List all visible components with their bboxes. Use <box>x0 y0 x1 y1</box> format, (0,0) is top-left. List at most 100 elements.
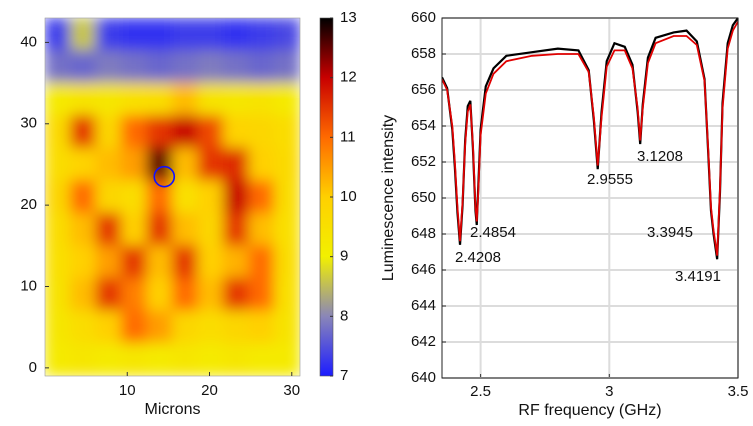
plot-lines <box>442 18 738 260</box>
heatmap-cell <box>248 18 275 52</box>
heatmap-cell <box>95 147 122 182</box>
peak-annotation: 3.4191 <box>675 268 721 285</box>
heatmap-cell <box>172 212 199 247</box>
heatmap-cell <box>197 147 224 182</box>
heatmap-cell <box>146 50 173 84</box>
heatmap-cell <box>274 245 300 279</box>
heatmap-cell <box>146 342 173 376</box>
y-tick-label: 656 <box>411 81 436 98</box>
heatmap-cell <box>197 115 224 149</box>
heatmap-cell <box>197 342 224 376</box>
heatmap-cell <box>95 180 122 214</box>
heatmap-cell <box>146 310 173 344</box>
heatmap-cell <box>223 115 250 149</box>
heatmap-cell <box>274 18 300 52</box>
heatmap-cell <box>95 277 122 312</box>
heatmap-cell <box>95 310 122 344</box>
heatmap-cell <box>274 147 300 182</box>
heatmap-cell <box>45 310 71 344</box>
heatmap-cell <box>223 277 250 312</box>
heatmap-cell <box>197 277 224 312</box>
colorbar-tick-label: 12 <box>340 69 357 86</box>
colorbar-tick-label: 8 <box>340 307 348 324</box>
heatmap-cell <box>223 245 250 279</box>
colorbar-tick-label: 13 <box>340 9 357 26</box>
heatmap-cell <box>70 18 97 52</box>
peak-annotation: 3.1208 <box>637 148 683 165</box>
heatmap-cell <box>223 180 250 214</box>
heatmap-cell <box>274 342 300 376</box>
x-axis-label: RF frequency (GHz) <box>518 402 661 419</box>
heatmap-cell <box>248 82 275 117</box>
heatmap-cell <box>45 50 71 84</box>
heatmap-cell <box>248 50 275 84</box>
heatmap-cell <box>274 310 300 344</box>
heatmap-cell <box>172 180 199 214</box>
heatmap-cell <box>70 310 97 344</box>
heatmap-cell <box>146 147 173 182</box>
marker-circle <box>153 165 176 188</box>
y-tick-label: 20 <box>20 196 37 213</box>
heatmap-cell <box>95 342 122 376</box>
heatmap-cell <box>70 342 97 376</box>
heatmap-cell <box>45 180 71 214</box>
x-tick-label: 2.5 <box>470 383 491 400</box>
y-tick-label: 652 <box>411 153 436 170</box>
heatmap-cell <box>197 310 224 344</box>
heatmap-cell <box>248 342 275 376</box>
heatmap-cell <box>70 115 97 149</box>
heatmap-cell <box>146 245 173 279</box>
heatmap-cell <box>197 82 224 117</box>
heatmap-cell <box>45 115 71 149</box>
heatmap-cell <box>121 245 148 279</box>
heatmap-cell <box>45 147 71 182</box>
heatmap-cell <box>248 212 275 247</box>
heatmap-cell <box>172 50 199 84</box>
peak-annotation: 3.3945 <box>647 224 693 241</box>
y-tick-label: 646 <box>411 261 436 278</box>
heatmap-cell <box>70 212 97 247</box>
heatmap-cell <box>223 50 250 84</box>
y-tick-label: 660 <box>411 9 436 26</box>
heatmap-cell <box>121 180 148 214</box>
heatmap-cell <box>223 82 250 117</box>
heatmap-cell <box>172 18 199 52</box>
heatmap-cell <box>172 115 199 149</box>
series-line <box>442 21 738 256</box>
heatmap-cell <box>95 18 122 52</box>
x-tick-label: 30 <box>283 382 300 399</box>
y-tick-label: 658 <box>411 45 436 62</box>
heatmap-cell <box>45 212 71 247</box>
colorbar-tick-label: 11 <box>340 128 356 145</box>
heatmap-cell <box>197 212 224 247</box>
heatmap-cell <box>70 277 97 312</box>
heatmap-cell <box>197 18 224 52</box>
peak-annotation: 2.4208 <box>455 249 501 266</box>
colorbar-tick-label: 7 <box>340 367 348 384</box>
heatmap-cell <box>274 212 300 247</box>
heatmap-cell <box>223 147 250 182</box>
heatmap-cell <box>248 245 275 279</box>
heatmap-cell <box>121 310 148 344</box>
heatmap-cell <box>248 180 275 214</box>
y-axis-label: Luminescence intensity <box>380 115 397 281</box>
heatmap-cell <box>70 147 97 182</box>
heatmap-cell <box>223 342 250 376</box>
heatmap-cell <box>223 212 250 247</box>
heatmap-cell <box>45 245 71 279</box>
heatmap-cell <box>274 115 300 149</box>
heatmap-cell <box>95 82 122 117</box>
x-axis-label: Microns <box>144 401 200 418</box>
heatmap-cell <box>45 82 71 117</box>
heatmap-cell <box>121 115 148 149</box>
heatmap-cell <box>121 277 148 312</box>
heatmap-cell <box>172 342 199 376</box>
heatmap-cell <box>70 82 97 117</box>
heatmap-cell <box>95 50 122 84</box>
y-tick-label: 644 <box>411 297 436 314</box>
heatmap-cell <box>146 18 173 52</box>
heatmap-cell <box>121 147 148 182</box>
peak-annotation: 2.9555 <box>587 171 633 188</box>
heatmap-cell <box>197 50 224 84</box>
heatmap-cell <box>95 245 122 279</box>
